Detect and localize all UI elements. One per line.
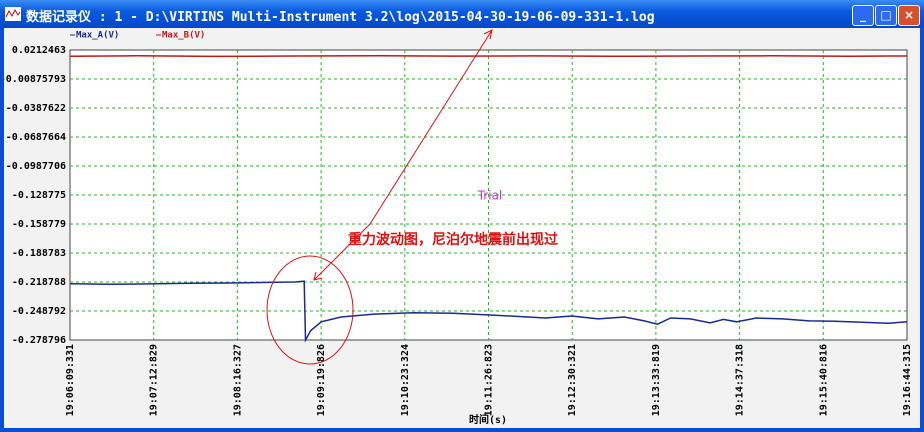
chart: 0.0212463 -0.00875793 -0.0387622 -0.0687664…	[4, 28, 920, 428]
y-tick-label: -0.0687664	[6, 132, 66, 143]
arrow	[313, 223, 371, 281]
y-tick-label: -0.00875793	[4, 74, 66, 85]
y-tick-label: -0.128775	[12, 190, 66, 201]
x-tick-label: 19:10:23:324	[400, 344, 411, 416]
y-tick-label: -0.158779	[12, 219, 66, 230]
x-tick-label: 19:08:16:327	[232, 344, 243, 416]
x-tick-label: 19:14:37:318	[735, 344, 746, 416]
window-title: 数据记录仪 : 1 - D:\VIRTINS Multi-Instrument …	[26, 10, 655, 25]
legend-label: Max_A(V)	[76, 31, 119, 41]
maximize-button[interactable]: □	[875, 5, 897, 26]
arrow	[369, 29, 493, 225]
y-tick-label: -0.0387622	[6, 103, 66, 114]
x-tick-label: 19:12:30:321	[567, 344, 578, 416]
highlight-ellipse	[266, 255, 354, 365]
y-tick-label: -0.188783	[12, 248, 66, 259]
x-tick-label: 19:09:19:826	[316, 344, 327, 416]
y-tick-label: -0.278796	[12, 335, 66, 346]
x-tick-label: 19:07:12:829	[149, 344, 160, 416]
y-tick-label: -0.218788	[12, 277, 66, 288]
arrow-head	[483, 29, 493, 40]
x-axis-label: 时间(s)	[469, 413, 507, 426]
y-tick-label: 0.0212463	[12, 45, 66, 56]
app-icon	[5, 7, 21, 21]
y-tick-label: -0.0987706	[6, 161, 66, 172]
minimize-button[interactable]: _	[852, 5, 874, 26]
x-tick-label: 19:15:40:816	[818, 344, 829, 416]
arrow-head	[313, 271, 323, 281]
x-tick-label: 19:13:33:819	[651, 344, 662, 416]
annotation: 重力波动图，尼泊尔地震前出现过	[348, 231, 558, 248]
title-bar: 数据记录仪 : 1 - D:\VIRTINS Multi-Instrument …	[0, 0, 924, 28]
x-tick-label: 19:11:26:823	[484, 344, 495, 416]
close-button[interactable]: ×	[898, 5, 920, 26]
data-line	[69, 280, 908, 343]
data-line	[69, 54, 908, 58]
x-tick-label: 19:16:44:315	[902, 344, 913, 416]
x-tick-label: 19:06:09:331	[65, 344, 76, 416]
legend-label: Max_B(V)	[162, 31, 205, 41]
y-tick-label: -0.248792	[12, 306, 66, 317]
watermark: Trial	[477, 189, 503, 203]
